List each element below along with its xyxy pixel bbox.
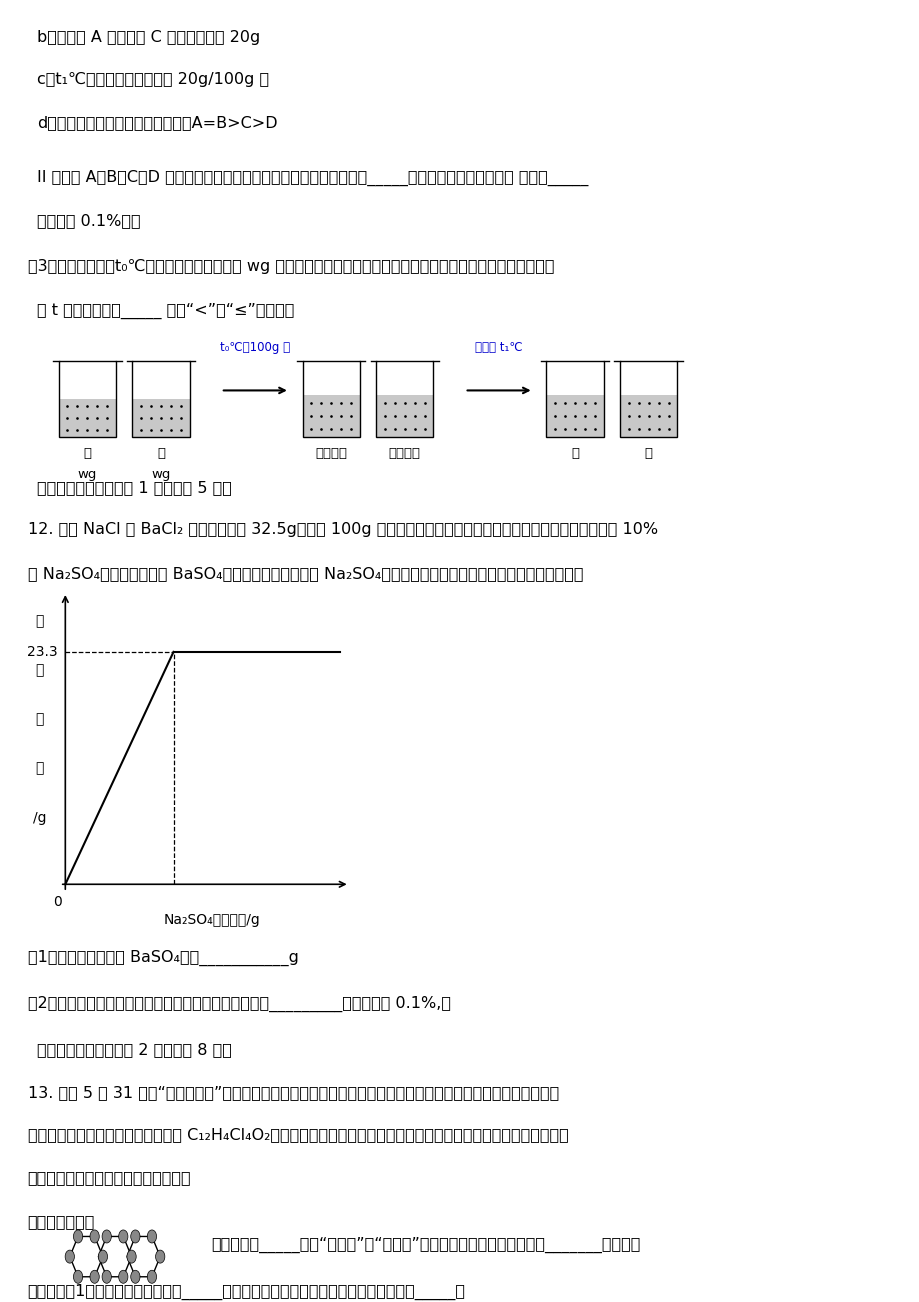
- Text: 它是一种无色无味的物质，化学式为 C₁₂H₄Cl₄O₂，分子结构如下图所示。通常情况下，它极难溶于水、易溶于脂肥，所: 它是一种无色无味的物质，化学式为 C₁₂H₄Cl₄O₂，分子结构如下图所示。通常…: [28, 1128, 568, 1142]
- Bar: [132, 361, 189, 437]
- Text: c、t₁℃时甲的溶解度不小于 20g/100g 水: c、t₁℃时甲的溶解度不小于 20g/100g 水: [37, 73, 268, 87]
- Text: （精确到 0.1%）；: （精确到 0.1%）；: [37, 214, 141, 228]
- Bar: [132, 361, 189, 437]
- Circle shape: [102, 1230, 111, 1243]
- Bar: [546, 361, 603, 437]
- Text: 沉: 沉: [35, 615, 44, 628]
- Text: 甲的溶液: 甲的溶液: [315, 448, 346, 461]
- Text: d、溶液中溶质质量分数的关系是：A=B>C>D: d、溶液中溶质质量分数的关系是：A=B>C>D: [37, 115, 278, 130]
- Circle shape: [119, 1271, 128, 1284]
- Circle shape: [147, 1230, 156, 1243]
- Text: （2）恰好完全反应时所得溶液中溶质的质量分数是多少_________？（精确到 0.1%,）: （2）恰好完全反应时所得溶液中溶质的质量分数是多少_________？（精确到 …: [28, 996, 450, 1012]
- Bar: [546, 361, 603, 437]
- Text: （3）如下图所示，t₀℃时取甲、乙两种物质各 wg 进行实验，最终烧杯中均有固体析出，且析出固体质量乙大于甲。: （3）如下图所示，t₀℃时取甲、乙两种物质各 wg 进行实验，最终烧杯中均有固体…: [28, 259, 553, 273]
- Circle shape: [155, 1250, 165, 1263]
- Bar: [59, 398, 116, 437]
- Text: 量: 量: [35, 762, 44, 776]
- Bar: [59, 361, 116, 437]
- Text: 三、计算题（本大题共 1 小题，共 5 分）: 三、计算题（本大题共 1 小题，共 5 分）: [37, 479, 232, 495]
- Bar: [302, 361, 359, 437]
- Text: 乙的溶液: 乙的溶液: [389, 448, 420, 461]
- Text: /g: /g: [33, 811, 46, 824]
- Text: 甲: 甲: [571, 448, 578, 461]
- Circle shape: [130, 1230, 140, 1243]
- Bar: [59, 361, 116, 437]
- Text: wg: wg: [77, 467, 97, 480]
- Text: 12. 称取 NaCl 和 BaCl₂ 的固体混合物 32.5g，加入 100g 蔻馏水，完全溶解后向该混合溶液中逐滴加入质量分数为 10%: 12. 称取 NaCl 和 BaCl₂ 的固体混合物 32.5g，加入 100g…: [28, 522, 657, 538]
- Text: 以容易在生物体内积累，难以被排出。: 以容易在生物体内积累，难以被排出。: [28, 1170, 191, 1185]
- Circle shape: [90, 1230, 99, 1243]
- Text: （1）完全反应后生成 BaSO₄沉淠___________g: （1）完全反应后生成 BaSO₄沉淠___________g: [28, 950, 298, 966]
- Text: 13. 每年 5 月 31 日是“世界禁烟日”。香烟燃烧产生的烟气中含有多种对人体有害的物质，其中的二噌英毒性很强。: 13. 每年 5 月 31 日是“世界禁烟日”。香烟燃烧产生的烟气中含有多种对人…: [28, 1085, 558, 1100]
- Bar: [302, 361, 359, 437]
- Circle shape: [74, 1271, 83, 1284]
- Text: 淠: 淠: [35, 663, 44, 677]
- Text: 的 Na₂SO₄溶液，反应生成 BaSO₄沉淠的质量与所加入的 Na₂SO₄溶液的质量关系如下图所示。试回答下列问题：: 的 Na₂SO₄溶液，反应生成 BaSO₄沉淠的质量与所加入的 Na₂SO₄溶液…: [28, 566, 583, 581]
- Bar: [132, 398, 189, 437]
- Bar: [619, 361, 676, 437]
- Text: 四、简答题（本大题共 2 小题，共 8 分）: 四、简答题（本大题共 2 小题，共 8 分）: [37, 1042, 232, 1057]
- Text: t₀℃，100g 水: t₀℃，100g 水: [220, 341, 289, 354]
- Bar: [546, 395, 603, 437]
- Text: II 在溶液 A、B、C、D 中任意选择一个溶液计算其溶质质量分数：溶液_____（选填编号）的溶质质量 分数是_____: II 在溶液 A、B、C、D 中任意选择一个溶液计算其溶质质量分数：溶液____…: [37, 169, 587, 186]
- Text: 二噌英属于_____（填“无机物”或“有机物”）。写出二噌英的物理性质：_______（写出一: 二噌英属于_____（填“无机物”或“有机物”）。写出二噌英的物理性质：____…: [211, 1237, 641, 1254]
- Bar: [376, 361, 433, 437]
- Circle shape: [74, 1230, 83, 1243]
- Text: 质: 质: [35, 712, 44, 727]
- Text: 乙: 乙: [157, 448, 165, 461]
- Text: 回答下列问题：: 回答下列问题：: [28, 1213, 95, 1229]
- Text: 0: 0: [53, 894, 62, 909]
- Text: 冷却至 t₁℃: 冷却至 t₁℃: [474, 341, 522, 354]
- Text: 乙: 乙: [644, 448, 652, 461]
- Bar: [376, 361, 433, 437]
- Circle shape: [98, 1250, 108, 1263]
- Bar: [302, 395, 359, 437]
- Circle shape: [127, 1250, 136, 1263]
- Bar: [619, 395, 676, 437]
- Text: 甲: 甲: [84, 448, 91, 461]
- Circle shape: [147, 1271, 156, 1284]
- Bar: [619, 361, 676, 437]
- Circle shape: [130, 1271, 140, 1284]
- Bar: [51, 569, 381, 905]
- Text: Na₂SO₄溶液质量/g: Na₂SO₄溶液质量/g: [163, 913, 260, 927]
- Text: 条即可）、1个二噌英的分子中含有_____个原子，二噌英中砖、氢两种元素的质量比为_____。: 条即可）、1个二噌英的分子中含有_____个原子，二噌英中砖、氢两种元素的质量比…: [28, 1284, 465, 1299]
- Text: 则 t 的取值范围是_____ （用“<”或“≤”表示）。: 则 t 的取值范围是_____ （用“<”或“≤”表示）。: [37, 302, 294, 319]
- Text: 23.3: 23.3: [28, 644, 58, 659]
- Circle shape: [90, 1271, 99, 1284]
- Circle shape: [102, 1271, 111, 1284]
- Circle shape: [65, 1250, 74, 1263]
- Text: wg: wg: [151, 467, 171, 480]
- Text: b、与溶液 A 相比溶液 C 的质量增加了 20g: b、与溶液 A 相比溶液 C 的质量增加了 20g: [37, 30, 260, 44]
- Circle shape: [119, 1230, 128, 1243]
- Bar: [376, 395, 433, 437]
